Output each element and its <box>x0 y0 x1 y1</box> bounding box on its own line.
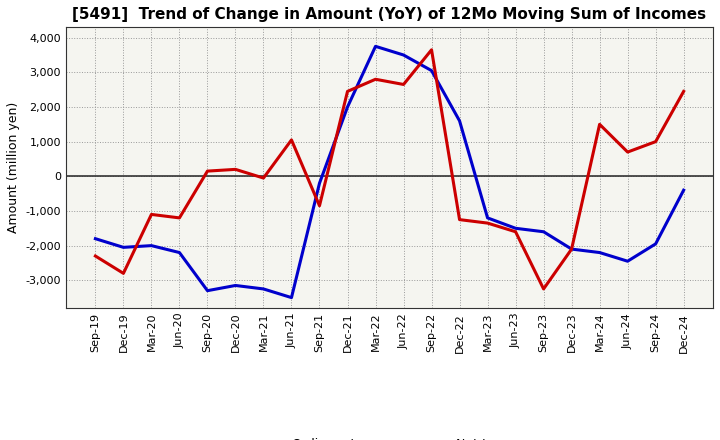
Net Income <box>231 167 240 172</box>
Y-axis label: Amount (million yen): Amount (million yen) <box>7 102 20 233</box>
Ordinary Income <box>175 250 184 255</box>
Ordinary Income <box>652 241 660 246</box>
Ordinary Income <box>624 259 632 264</box>
Net Income <box>539 286 548 292</box>
Ordinary Income <box>595 250 604 255</box>
Net Income <box>372 77 380 82</box>
Line: Ordinary Income: Ordinary Income <box>95 46 684 297</box>
Ordinary Income <box>287 295 296 300</box>
Ordinary Income <box>567 246 576 252</box>
Net Income <box>259 176 268 181</box>
Ordinary Income <box>483 215 492 220</box>
Net Income <box>455 217 464 222</box>
Net Income <box>680 89 688 94</box>
Title: [5491]  Trend of Change in Amount (YoY) of 12Mo Moving Sum of Incomes: [5491] Trend of Change in Amount (YoY) o… <box>73 7 706 22</box>
Ordinary Income <box>343 104 352 110</box>
Net Income <box>624 150 632 155</box>
Net Income <box>399 82 408 87</box>
Net Income <box>119 271 127 276</box>
Ordinary Income <box>119 245 127 250</box>
Ordinary Income <box>539 229 548 235</box>
Net Income <box>315 203 324 209</box>
Net Income <box>287 137 296 143</box>
Net Income <box>147 212 156 217</box>
Ordinary Income <box>372 44 380 49</box>
Ordinary Income <box>427 68 436 73</box>
Net Income <box>343 89 352 94</box>
Ordinary Income <box>147 243 156 248</box>
Net Income <box>595 122 604 127</box>
Ordinary Income <box>203 288 212 293</box>
Line: Net Income: Net Income <box>95 50 684 289</box>
Net Income <box>427 47 436 52</box>
Ordinary Income <box>455 118 464 124</box>
Ordinary Income <box>680 187 688 193</box>
Net Income <box>511 229 520 235</box>
Net Income <box>175 215 184 220</box>
Ordinary Income <box>259 286 268 292</box>
Ordinary Income <box>511 226 520 231</box>
Net Income <box>91 253 99 259</box>
Legend: Ordinary Income, Net Income: Ordinary Income, Net Income <box>246 433 534 440</box>
Net Income <box>483 220 492 226</box>
Ordinary Income <box>315 180 324 186</box>
Ordinary Income <box>399 52 408 58</box>
Net Income <box>203 169 212 174</box>
Net Income <box>567 246 576 252</box>
Ordinary Income <box>91 236 99 241</box>
Net Income <box>652 139 660 144</box>
Ordinary Income <box>231 283 240 288</box>
